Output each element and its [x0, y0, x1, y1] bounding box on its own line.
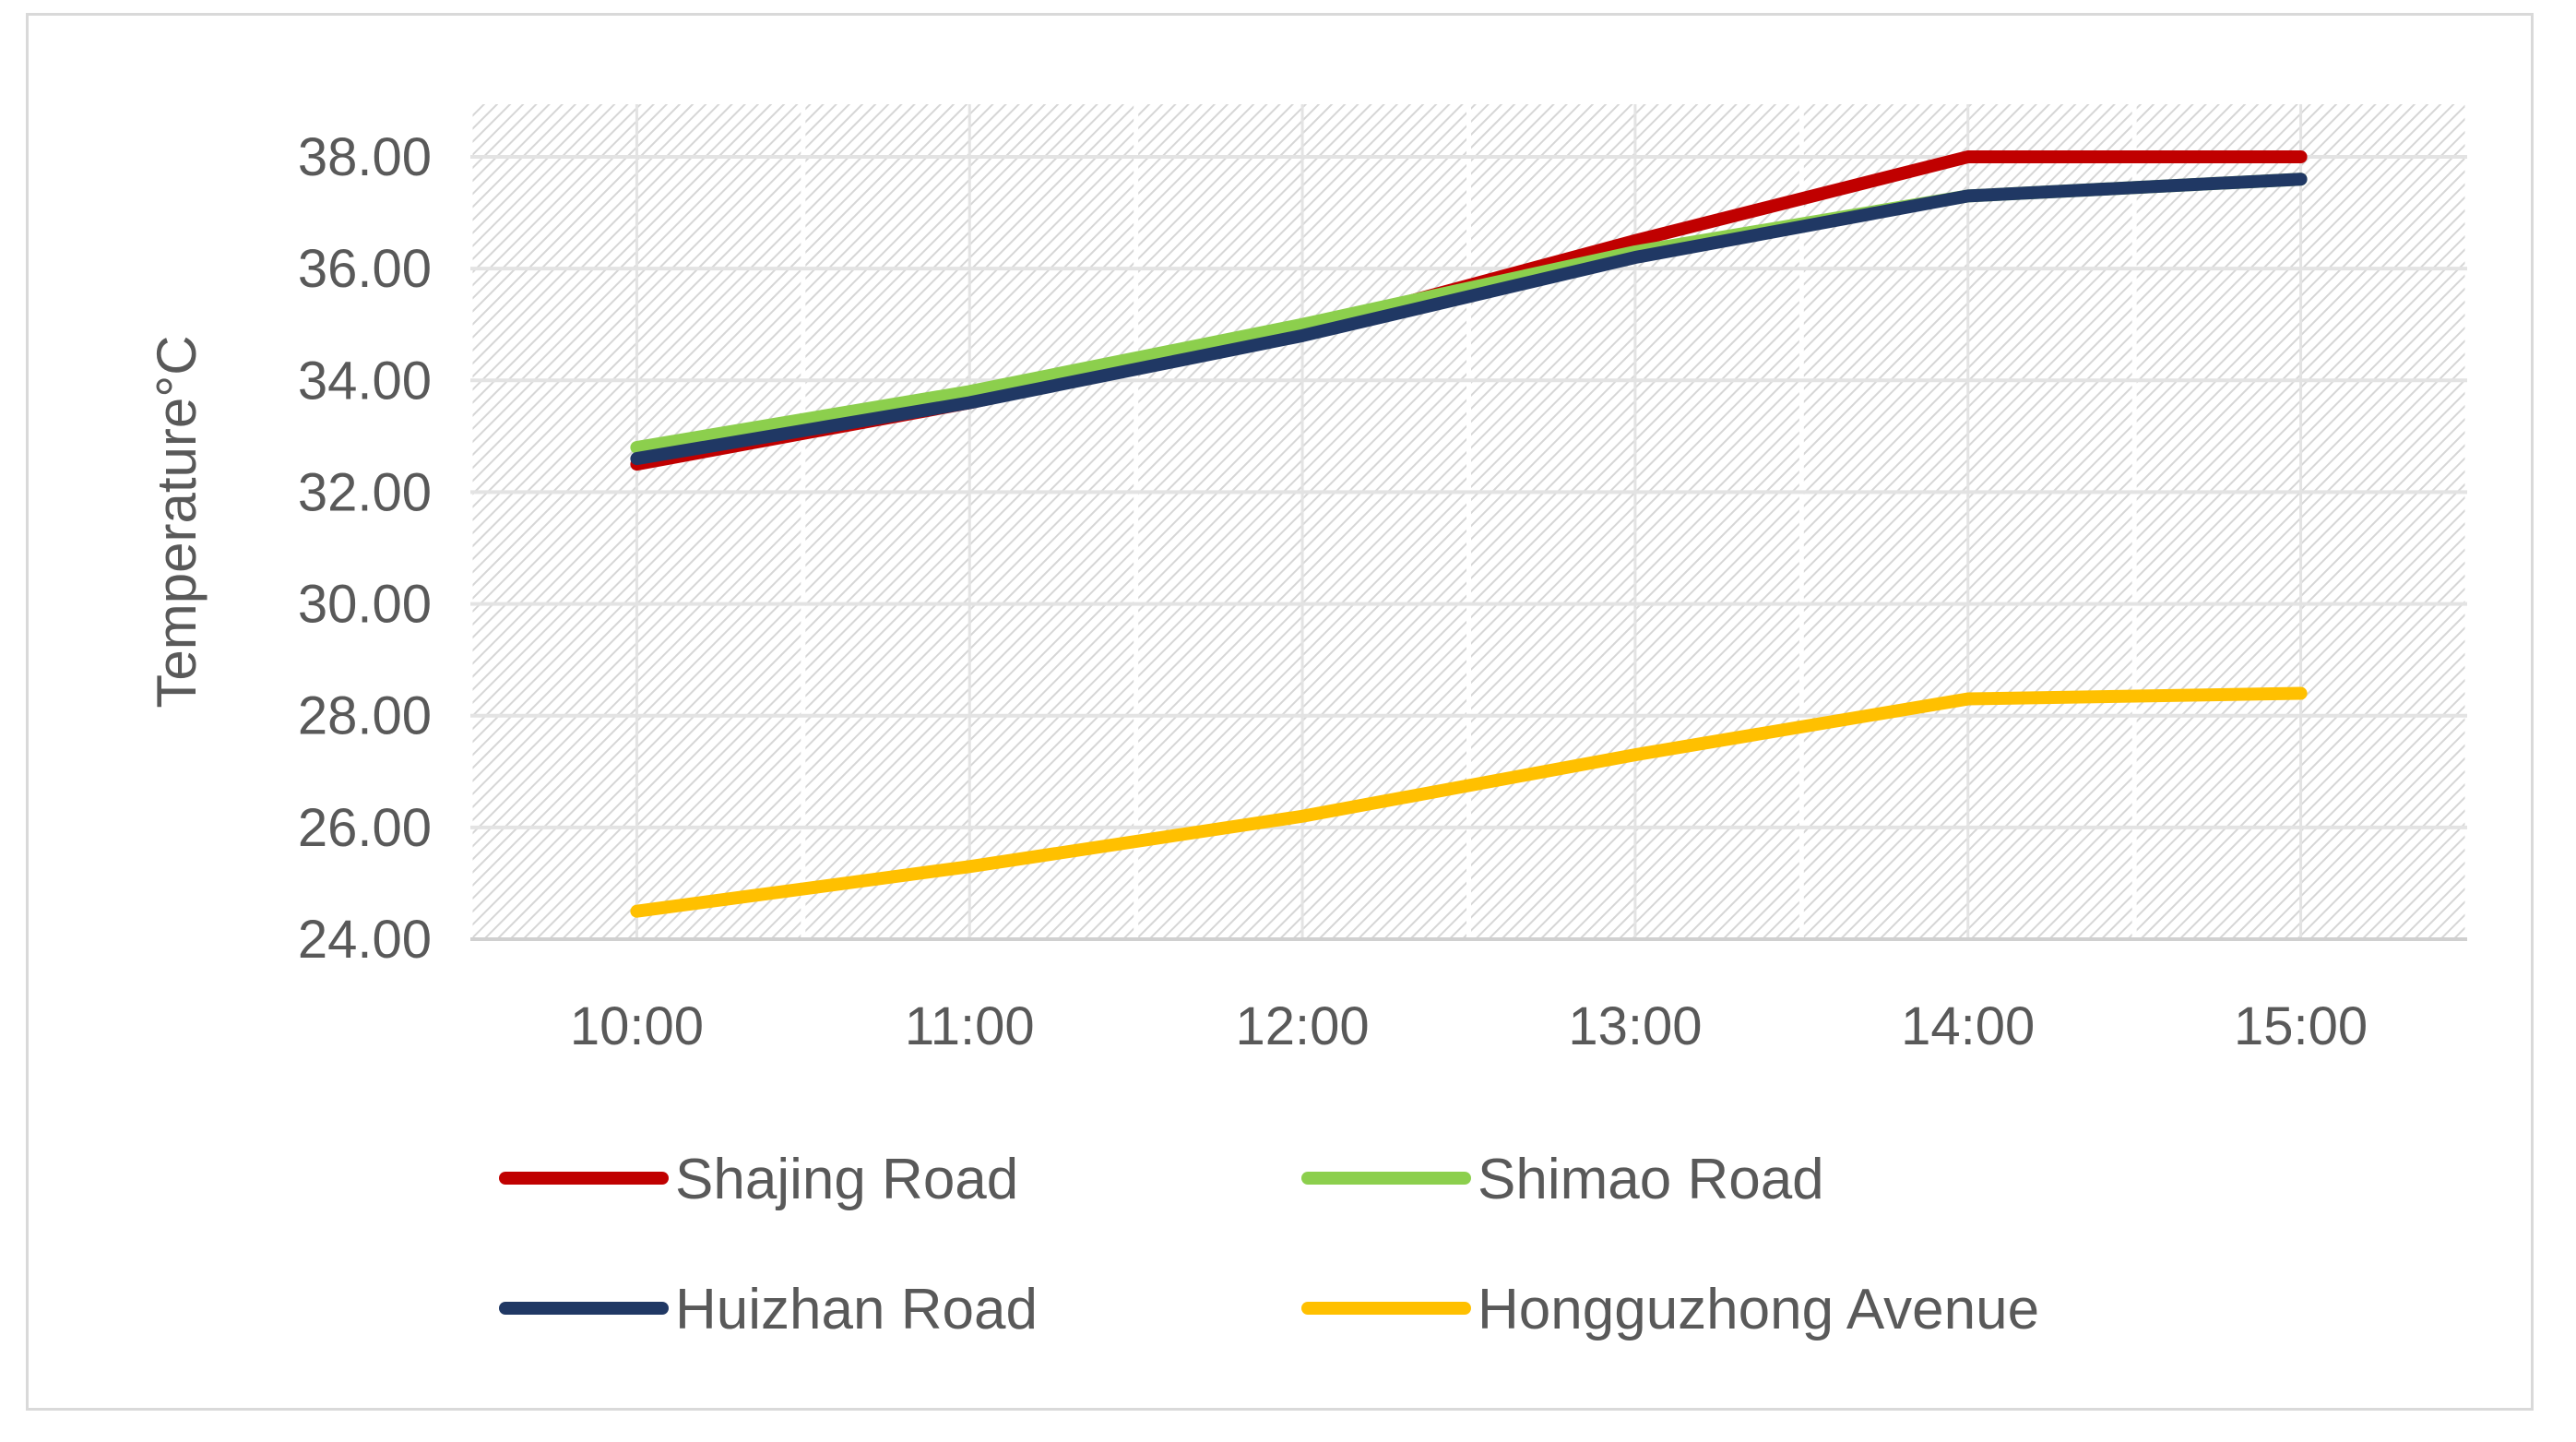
- legend-label: Huizhan Road: [675, 1278, 1038, 1341]
- y-tick-label: 24.00: [298, 910, 432, 970]
- y-axis-ticks: 24.00 26.00 28.00 30.00 32.00 34.00 36.00 38.00: [298, 127, 432, 970]
- y-tick-label: 26.00: [298, 798, 432, 858]
- legend: Shajing Road Shimao Road Huizhan Road Hongg…: [499, 1148, 2039, 1341]
- series-line-4: [630, 686, 2308, 918]
- y-tick-label: 30.00: [298, 575, 432, 635]
- legend-label: Shajing Road: [675, 1148, 1018, 1211]
- legend-item: Huizhan Road: [499, 1278, 1038, 1341]
- series-lines: [630, 150, 2308, 918]
- y-tick-label: 32.00: [298, 462, 432, 522]
- y-axis-title: Temperature°C: [146, 335, 208, 708]
- y-tick-label: 38.00: [298, 127, 432, 187]
- series-line-3: [630, 173, 2308, 466]
- x-tick-label: 14:00: [1901, 996, 2035, 1056]
- y-tick-label: 36.00: [298, 239, 432, 299]
- x-tick-label: 10:00: [570, 996, 704, 1056]
- x-tick-label: 15:00: [2234, 996, 2368, 1056]
- y-tick-label: 34.00: [298, 351, 432, 411]
- y-tick-label: 28.00: [298, 686, 432, 746]
- legend-label: Hongguzhong Avenue: [1478, 1278, 2039, 1341]
- x-axis-ticks: 10:00 11:00 12:00 13:00 14:00 15:00: [570, 996, 2368, 1056]
- x-tick-label: 11:00: [905, 996, 1035, 1056]
- x-tick-label: 13:00: [1568, 996, 1702, 1056]
- gridlines: [468, 104, 2470, 941]
- legend-item: Hongguzhong Avenue: [1301, 1278, 2039, 1341]
- legend-item: Shimao Road: [1301, 1148, 1824, 1211]
- legend-item: Shajing Road: [499, 1148, 1018, 1211]
- x-tick-label: 12:00: [1236, 996, 1370, 1056]
- legend-label: Shimao Road: [1478, 1148, 1824, 1211]
